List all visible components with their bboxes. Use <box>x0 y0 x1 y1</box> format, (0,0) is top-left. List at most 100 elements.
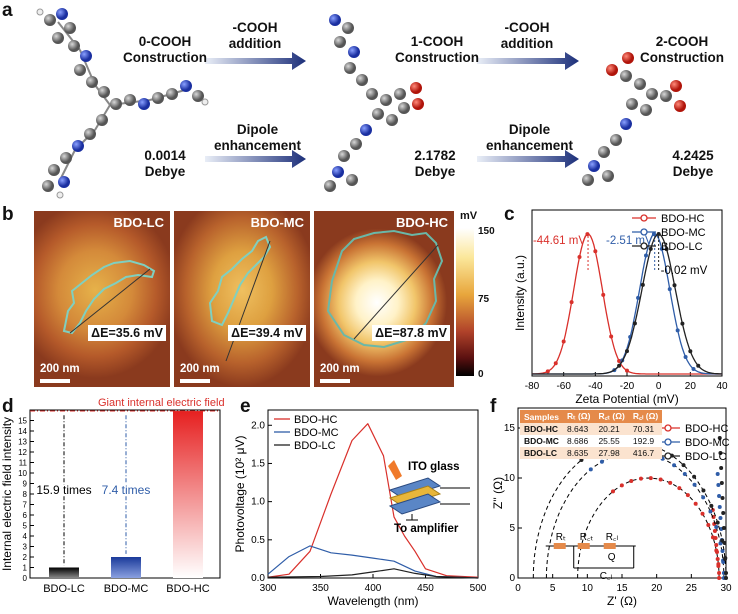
data-point <box>714 550 719 554</box>
scalebar-mc <box>180 379 210 383</box>
data-point <box>585 232 590 237</box>
arrow-dipole-1 <box>205 150 306 168</box>
annotation-hc: -44.61 mV <box>533 235 586 247</box>
y-tick-label: 15 <box>18 417 27 426</box>
scalebar-label-mc: 200 nm <box>180 363 220 375</box>
data-point <box>720 496 725 500</box>
data-point <box>696 363 701 368</box>
data-point <box>681 463 686 468</box>
data-point <box>651 232 656 237</box>
y-tick-label: 3 <box>23 543 28 552</box>
y-tick-label: 14 <box>18 427 27 436</box>
scalebar-lc <box>40 379 70 383</box>
data-point <box>601 292 606 297</box>
panel-label-e: e <box>240 396 251 417</box>
data-point <box>668 480 673 485</box>
table-header: Samples <box>524 411 559 422</box>
y-tick-label: 9 <box>23 480 28 489</box>
step0-dipole: 0.0014 Debye <box>144 148 186 179</box>
molecule-2cooh-atoms <box>582 52 686 186</box>
legend-entry: BDO-LC <box>294 440 336 452</box>
y-tick-label: 7 <box>23 501 28 510</box>
data-point <box>617 358 622 363</box>
kpfm-map-mc: BDO-MC ΔE=39.4 mV 200 nm <box>174 211 310 387</box>
fit-curve <box>577 477 720 579</box>
x-tick-label: BDO-HC <box>166 583 209 595</box>
x-tick-label: BDO-MC <box>104 583 149 595</box>
y-tick-label: 2 <box>23 553 28 562</box>
arrow-addition-2 <box>477 52 579 70</box>
data-point <box>677 486 682 491</box>
data-point <box>659 246 664 251</box>
scalebar-label-hc: 200 nm <box>320 363 360 375</box>
legend-entry: BDO-HC <box>661 213 704 225</box>
legend-marker <box>664 438 672 446</box>
y-tick-label: 11 <box>19 459 28 468</box>
bar-bdo-mc <box>111 557 141 578</box>
scalebar-hc <box>320 379 350 383</box>
y-tick-label: 0 <box>509 573 515 584</box>
ito-bottom-plate <box>388 493 442 515</box>
legend-entry: BDO-HC <box>685 423 728 435</box>
data-point <box>692 482 697 487</box>
data-point <box>719 481 724 485</box>
y-axis-label: Intensity (a.u.) <box>513 255 527 331</box>
table-row: BDO-HC 8.643 20.21 70.31 <box>524 424 655 434</box>
arrow1-top-label: -COOH addition <box>228 20 282 51</box>
colorbar-tick-max: 150 <box>478 226 495 237</box>
data-point <box>688 349 693 354</box>
data-point <box>723 556 728 560</box>
x-tick-label: 40 <box>716 381 728 392</box>
legend-entry: BDO-LC <box>661 241 703 253</box>
y-tick-label: 1.0 <box>251 497 265 508</box>
arrow1-bottom-label: Dipole enhancement <box>213 122 302 153</box>
bar-bdo-hc <box>173 411 203 578</box>
light-beam-icon <box>388 460 402 480</box>
y-axis-label: Photovoltage (10² μV) <box>233 436 247 553</box>
x-tick-label: 350 <box>312 583 329 594</box>
data-point <box>644 253 648 258</box>
data-point <box>625 349 629 354</box>
data-point <box>715 520 720 525</box>
step2-title: 2-COOH Construction <box>640 34 724 65</box>
x-tick-label: 450 <box>417 583 434 594</box>
y-axis-label: Z'' (Ω) <box>491 477 505 509</box>
data-point <box>569 300 574 305</box>
legend-marker <box>664 424 672 432</box>
table-header: R꜀ₗ (Ω) <box>632 411 659 421</box>
x-tick-label: -40 <box>588 381 603 392</box>
data-point <box>553 361 558 366</box>
data-point <box>672 463 677 468</box>
delta-e-hc: ΔE=87.8 mV <box>372 325 450 341</box>
data-point <box>701 495 706 500</box>
data-point <box>599 459 604 464</box>
y-tick-label: 10 <box>504 473 516 484</box>
x-tick-label: 5 <box>550 583 556 594</box>
data-point <box>619 483 624 488</box>
molecule-1cooh-atoms <box>324 14 424 192</box>
data-point <box>715 472 720 476</box>
data-point <box>717 576 722 580</box>
panel-label-d: d <box>2 396 14 417</box>
x-axis-label: Zeta Potential (mV) <box>575 392 678 406</box>
data-point <box>712 529 717 533</box>
x-tick-label: -80 <box>525 381 540 392</box>
data-point <box>609 334 614 339</box>
y-tick-label: 0.0 <box>251 573 265 584</box>
data-point <box>715 557 720 561</box>
data-point <box>722 541 727 545</box>
data-point <box>682 472 687 477</box>
step0-title: 0-COOH Construction <box>123 34 207 65</box>
x-tick-label: 0 <box>656 381 662 392</box>
x-tick-label: BDO-LC <box>43 583 85 595</box>
data-point <box>724 576 728 580</box>
data-point <box>640 282 645 287</box>
y-tick-label: 0 <box>23 574 28 583</box>
data-point <box>561 339 566 344</box>
data-point <box>675 328 680 333</box>
data-point <box>701 488 706 493</box>
step1-title: 1-COOH Construction <box>395 34 479 65</box>
resistor-rt <box>553 543 566 549</box>
arrow-dipole-2 <box>477 150 579 168</box>
